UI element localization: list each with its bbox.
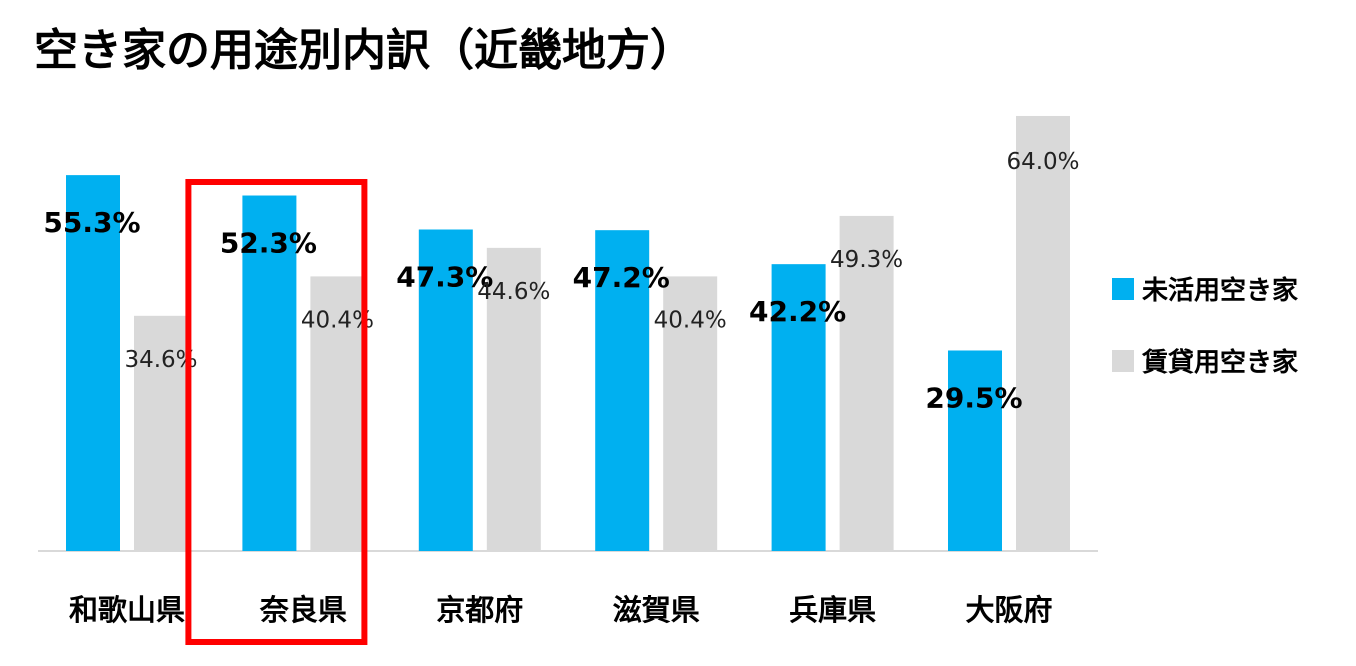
data-label-series2-3: 44.6% [477, 279, 550, 305]
bar-series1-1 [66, 175, 120, 551]
bar-series2-6 [1016, 115, 1070, 551]
data-label-series1-5: 42.2% [749, 295, 846, 328]
highlight-box [185, 179, 368, 645]
category-label-5: 兵庫県 [789, 593, 876, 627]
data-label-series2-5: 49.3% [830, 247, 903, 273]
category-label-2: 奈良県 [259, 593, 347, 627]
category-label-3: 京都府 [436, 593, 523, 627]
data-label-series1-2: 52.3% [220, 227, 317, 260]
bar-series2-2 [310, 276, 365, 551]
bar-series1-2 [242, 195, 297, 551]
bar-series1-5 [771, 264, 826, 551]
data-label-series2-1: 34.6% [124, 347, 197, 373]
category-label-1: 和歌山県 [69, 593, 185, 627]
bar-series1-4 [595, 230, 650, 551]
data-label-series1-4: 47.2% [573, 261, 670, 294]
legend-swatch-series2 [1112, 349, 1134, 372]
bar-series2-1 [134, 315, 188, 551]
bar-series2-4 [663, 276, 718, 551]
legend-item-series1: 未活用空き家 [1112, 270, 1298, 307]
bar-series1-6 [948, 350, 1002, 551]
legend-swatch-series1 [1112, 277, 1134, 300]
category-label-4: 滋賀県 [613, 593, 700, 627]
data-label-series1-6: 29.5% [925, 381, 1022, 414]
data-label-series1-1: 55.3% [43, 206, 140, 239]
category-label-6: 大阪府 [965, 593, 1052, 627]
legend-item-series2: 賃貸用空き家 [1112, 342, 1298, 379]
bar-series2-5 [839, 215, 894, 551]
legend-label-series2: 賃貸用空き家 [1142, 348, 1299, 378]
bar-series1-3 [418, 229, 473, 551]
bar-series2-3 [486, 247, 541, 551]
data-label-series2-4: 40.4% [654, 307, 727, 333]
chart-title: 空き家の用途別内訳（近畿地方） [34, 25, 694, 76]
data-label-series2-6: 64.0% [1006, 149, 1079, 175]
legend-label-series1: 未活用空き家 [1142, 276, 1299, 306]
data-label-series1-3: 47.3% [396, 260, 493, 293]
